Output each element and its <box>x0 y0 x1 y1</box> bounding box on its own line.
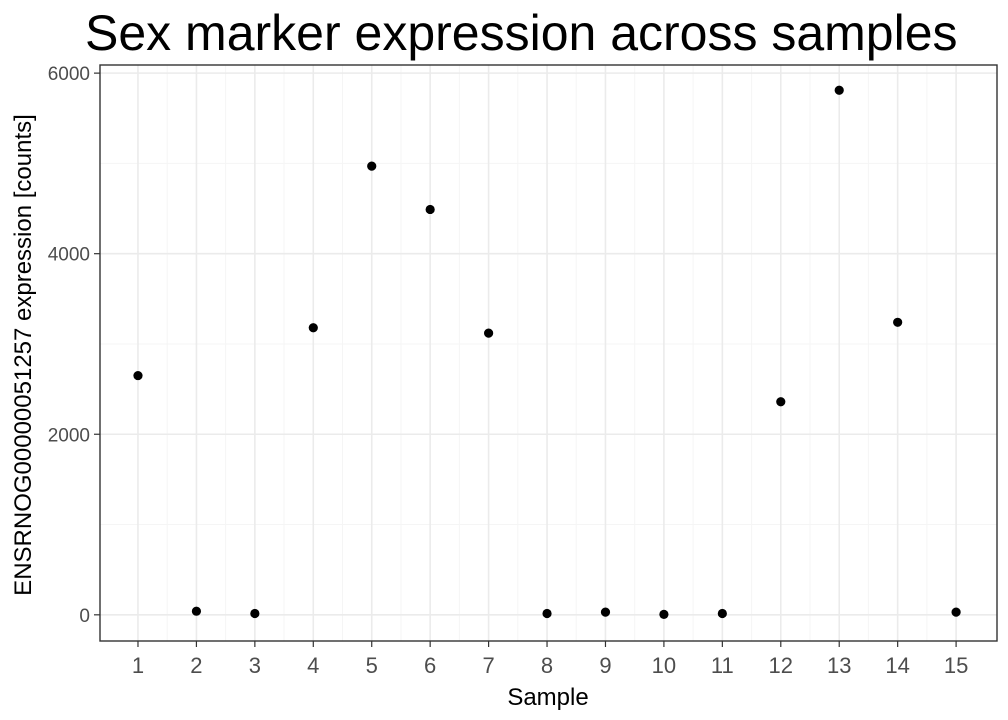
panel-background <box>100 65 997 641</box>
x-tick-label: 8 <box>541 653 553 678</box>
x-tick-label: 13 <box>827 653 851 678</box>
data-point <box>250 608 260 619</box>
y-tick-label: 2000 <box>48 425 90 446</box>
x-tick-label: 5 <box>366 653 378 678</box>
chart-title: Sex marker expression across samples <box>85 5 958 61</box>
x-tick-label: 7 <box>482 653 494 678</box>
y-axis-label: ENSRNOG00000051257 expression [counts] <box>10 114 37 596</box>
data-point <box>951 607 961 617</box>
x-tick-label: 3 <box>249 653 261 678</box>
x-tick-label: 15 <box>944 653 968 678</box>
data-point <box>308 323 318 333</box>
x-tick-label: 10 <box>652 653 676 678</box>
data-point <box>834 85 844 95</box>
x-tick-label: 1 <box>132 653 144 678</box>
data-point <box>367 161 377 171</box>
plot-panel <box>94 64 998 647</box>
y-tick-label: 4000 <box>48 245 90 266</box>
data-point <box>133 370 143 381</box>
x-tick-label: 4 <box>307 653 319 678</box>
data-point <box>893 317 903 327</box>
data-point <box>425 204 435 215</box>
data-point <box>659 609 669 619</box>
x-tick-label: 14 <box>885 653 909 678</box>
data-point <box>191 606 202 616</box>
data-point <box>484 328 494 338</box>
x-axis-label: Sample <box>507 684 588 711</box>
x-tick-label: 11 <box>711 653 734 678</box>
x-tick-label: 6 <box>424 653 436 678</box>
panel-border <box>99 64 998 642</box>
data-point <box>600 607 611 617</box>
data-point <box>542 608 552 619</box>
x-tick-label: 12 <box>769 653 793 678</box>
x-tick-label: 2 <box>190 653 202 678</box>
y-tick-label: 0 <box>79 606 90 627</box>
data-point <box>776 397 786 407</box>
data-point <box>717 608 727 619</box>
y-tick-label: 6000 <box>48 64 90 85</box>
x-tick-label: 9 <box>599 653 611 678</box>
